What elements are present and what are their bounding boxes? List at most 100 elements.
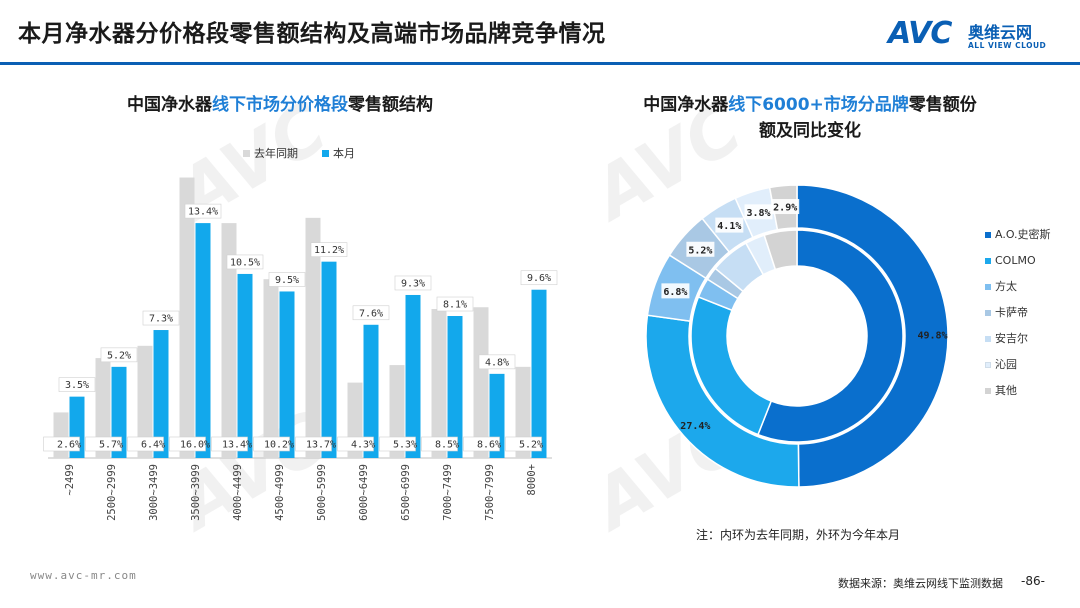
- data-label-box-last-year: [295, 436, 332, 452]
- bar-title-part1: 中国净水器: [127, 95, 212, 115]
- donut-outer-slice: [734, 186, 779, 239]
- donut-title-line1: 中国净水器线下6000+市场分品牌零售额份: [590, 92, 1030, 118]
- data-label-box-this-month: [478, 354, 516, 370]
- donut-data-label: 5.2%: [688, 245, 712, 256]
- page-number: -86-: [1021, 574, 1045, 588]
- donut-inner-slice: [763, 229, 798, 271]
- bar-this-month: [153, 330, 169, 458]
- bar-this-month: [363, 324, 379, 458]
- x-tick-label: 5000~5999: [316, 464, 328, 521]
- donut-title-part3: 零售额份: [908, 95, 977, 115]
- data-label-box-last-year: [127, 436, 164, 452]
- legend-item-brand: 安吉尔: [985, 332, 1075, 346]
- donut-outer-slice: [768, 184, 798, 231]
- data-label-box-this-month: [520, 270, 558, 286]
- bar-this-month: [321, 261, 337, 458]
- data-label-box-last-year: [253, 436, 290, 452]
- logo-avc: AVC: [888, 16, 952, 51]
- logo-en: ALL VIEW CLOUD: [968, 41, 1047, 50]
- data-source: 数据来源：奥维云网线下监测数据: [838, 577, 1003, 590]
- bar-title-highlight: 线下市场分价格段: [212, 95, 348, 115]
- header-divider: [0, 62, 1080, 65]
- legend-swatch: [985, 362, 991, 368]
- donut-title-highlight: 线下6000+市场分品牌: [728, 95, 909, 115]
- bar-this-month: [447, 316, 463, 458]
- data-label-box-this-month: [436, 296, 474, 312]
- donut-label-box: [686, 241, 715, 257]
- donut-inner-slice: [744, 234, 777, 276]
- bar-legend: 去年同期 本月: [243, 145, 355, 161]
- data-label-box-last-year: [169, 436, 206, 452]
- data-label-last-year: 8.5%: [435, 440, 459, 451]
- data-label-last-year: 5.2%: [519, 440, 543, 451]
- bar-last-year: [179, 177, 195, 458]
- data-label-last-year: 10.2%: [264, 440, 294, 451]
- data-label-box-last-year: [337, 436, 374, 452]
- bar-last-year: [263, 279, 279, 458]
- bar-last-year: [431, 309, 447, 458]
- x-tick-label: ~2499: [64, 464, 76, 496]
- legend-label: 安吉尔: [995, 332, 1028, 345]
- legend-swatch: [985, 258, 991, 264]
- donut-title-part1: 中国净水器: [643, 95, 729, 115]
- data-label-this-month: 7.6%: [359, 308, 383, 319]
- data-label-box-this-month: [268, 272, 306, 287]
- x-tick-label: 6500~6999: [400, 464, 412, 521]
- data-label-this-month: 4.8%: [485, 357, 509, 368]
- legend-label: 方太: [995, 280, 1017, 293]
- donut-data-label: 27.4%: [680, 421, 710, 432]
- data-label-this-month: 9.5%: [275, 275, 299, 286]
- donut-outer-slice: [645, 314, 800, 488]
- legend-label: A.O.史密斯: [995, 228, 1051, 241]
- legend-label-last-year: 去年同期: [254, 147, 298, 160]
- donut-chart-title: 中国净水器线下6000+市场分品牌零售额份 额及同比变化: [590, 92, 1030, 144]
- legend-item-brand: 方太: [985, 280, 1075, 294]
- legend-swatch: [985, 232, 991, 238]
- donut-inner-slice: [690, 296, 773, 436]
- bar-last-year: [95, 358, 111, 458]
- legend-item-last-year: 去年同期: [243, 145, 298, 161]
- legend-label: 沁园: [995, 358, 1017, 371]
- donut-label-box: [771, 199, 800, 215]
- data-label-box-this-month: [100, 347, 138, 363]
- data-label-box-this-month: [310, 242, 348, 257]
- x-tick-label: 2500~2999: [106, 464, 118, 521]
- x-tick-label: 7500~7999: [484, 464, 496, 521]
- donut-title-line2: 额及同比变化: [759, 121, 861, 141]
- legend-swatch: [985, 284, 991, 290]
- legend-item-brand: COLMO: [985, 254, 1075, 268]
- data-label-last-year: 6.4%: [141, 440, 165, 451]
- data-label-box-last-year: [421, 436, 458, 452]
- donut-legend: A.O.史密斯 COLMO 方太 卡萨帝 安吉尔 沁园 其他: [985, 228, 1075, 410]
- data-label-box-this-month: [142, 310, 180, 326]
- x-tick-label: 7000~7499: [442, 464, 454, 521]
- x-tick-label: 6000~6499: [358, 464, 370, 521]
- legend-label-this-month: 本月: [333, 147, 355, 160]
- donut-inner-slice: [757, 229, 904, 443]
- donut-inner-slice: [697, 278, 739, 312]
- data-label-last-year: 4.3%: [351, 440, 375, 451]
- data-label-this-month: 10.5%: [230, 257, 260, 268]
- watermark-logo: AVC: [579, 396, 756, 546]
- website-link[interactable]: www.avc-mr.com: [30, 569, 137, 582]
- donut-inner-slice: [706, 267, 745, 300]
- donut-inner-slice: [714, 242, 765, 293]
- data-label-this-month: 13.4%: [188, 207, 218, 218]
- bar-last-year: [515, 366, 531, 458]
- legend-item-brand: 其他: [985, 384, 1075, 398]
- data-label-last-year: 13.4%: [222, 440, 252, 451]
- data-label-box-last-year: [463, 436, 500, 452]
- bar-this-month: [279, 291, 295, 458]
- legend-item-brand: 沁园: [985, 358, 1075, 372]
- data-label-box-this-month: [184, 203, 222, 219]
- data-label-this-month: 7.3%: [149, 314, 173, 325]
- data-label-this-month: 11.2%: [314, 245, 344, 256]
- data-label-last-year: 8.6%: [477, 440, 501, 451]
- bar-title-part3: 零售额结构: [348, 95, 433, 115]
- data-label-box-last-year: [505, 436, 542, 452]
- data-label-box-this-month: [352, 305, 390, 321]
- data-label-this-month: 9.6%: [527, 273, 551, 284]
- donut-label-box: [661, 283, 690, 299]
- x-tick-label: 8000+: [526, 464, 538, 496]
- data-label-last-year: 5.3%: [393, 440, 417, 451]
